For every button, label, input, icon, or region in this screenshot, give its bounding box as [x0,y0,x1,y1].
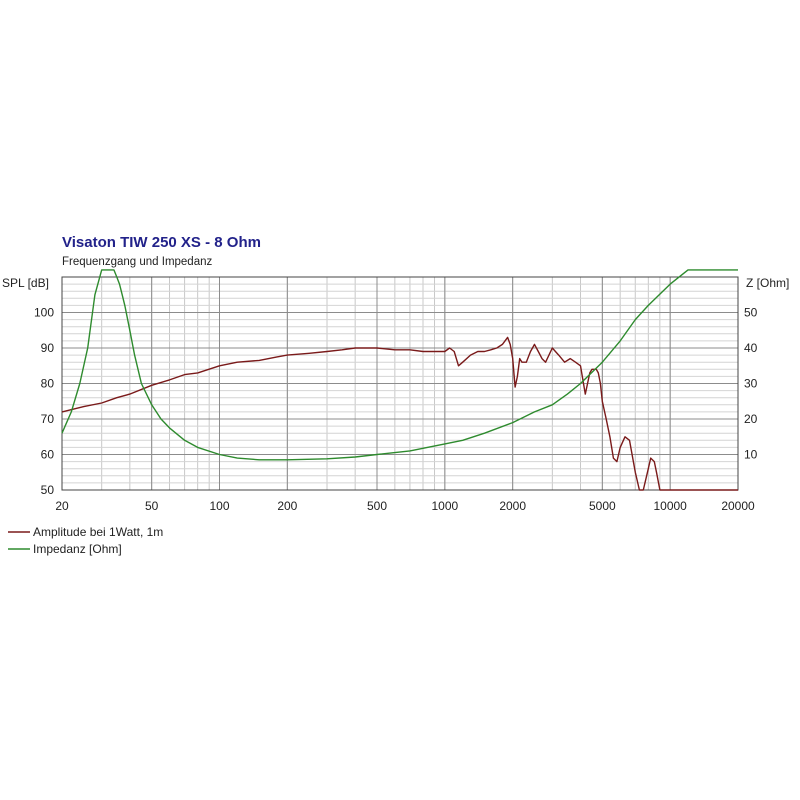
y-right-tick-label: 10 [744,448,758,462]
x-tick-label: 200 [277,499,297,513]
y-left-axis-label: SPL [dB] [2,276,49,290]
series-line-impedance [61,269,738,461]
series-layer [61,269,738,491]
y-right-tick-label: 20 [744,412,758,426]
plot-frame [61,276,739,491]
y-right-tick-label: 50 [744,306,758,320]
x-tick-label: 20 [55,499,69,513]
y-right-tick-label: 30 [744,377,758,391]
y-left-tick-label: 100 [34,306,54,320]
x-tick-label: 5000 [589,499,616,513]
x-tick-label: 500 [367,499,387,513]
x-tick-label: 2000 [499,499,526,513]
y-left-tick-label: 80 [41,377,55,391]
y-right-axis-label: Z [Ohm] [746,276,789,290]
y-left-tick-label: 60 [41,448,55,462]
y-right-tick-label: 40 [744,341,758,355]
legend-label-amplitude: Amplitude bei 1Watt, 1m [33,525,163,539]
tick-labels: 20 50 100 200 500 1000 2000 5000 10000 2000050607… [34,306,758,514]
x-tick-label: 100 [209,499,229,513]
x-tick-label: 1000 [431,499,458,513]
x-tick-label: 20000 [721,499,755,513]
legend-label-impedance: Impedanz [Ohm] [33,542,122,556]
chart-subtitle: Frequenzgang und Impedanz [62,256,212,268]
legend: Amplitude bei 1Watt, 1m Impedanz [Ohm] [8,525,163,556]
x-tick-label: 50 [145,499,159,513]
y-left-tick-label: 90 [41,341,55,355]
chart-title: Visaton TIW 250 XS - 8 Ohm [62,234,261,251]
y-left-tick-label: 70 [41,412,55,426]
series-line-amplitude [61,336,738,491]
y-left-tick-label: 50 [41,483,55,497]
x-tick-label: 10000 [653,499,687,513]
